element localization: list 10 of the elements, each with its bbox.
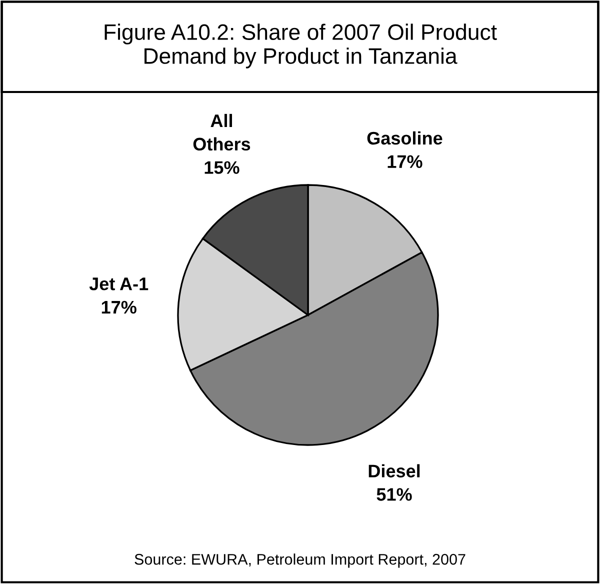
slice-label: All Others: [193, 114, 250, 151]
data-label: 17%: [102, 300, 136, 314]
source-note: Source: EWURA, Petroleum Import Report, 2007: [134, 554, 466, 568]
chart-title: Figure A10.2: Share of 2007 Oil Product Demand by Product in Tanzania: [104, 24, 497, 68]
data-label: 15%: [204, 161, 240, 174]
data-label: 51%: [376, 488, 412, 501]
data-label: 17%: [388, 155, 422, 168]
slice-label: Diesel: [368, 464, 420, 478]
slice-label: Jet A-1: [89, 278, 148, 290]
slice-label: Gasoline: [367, 131, 442, 145]
